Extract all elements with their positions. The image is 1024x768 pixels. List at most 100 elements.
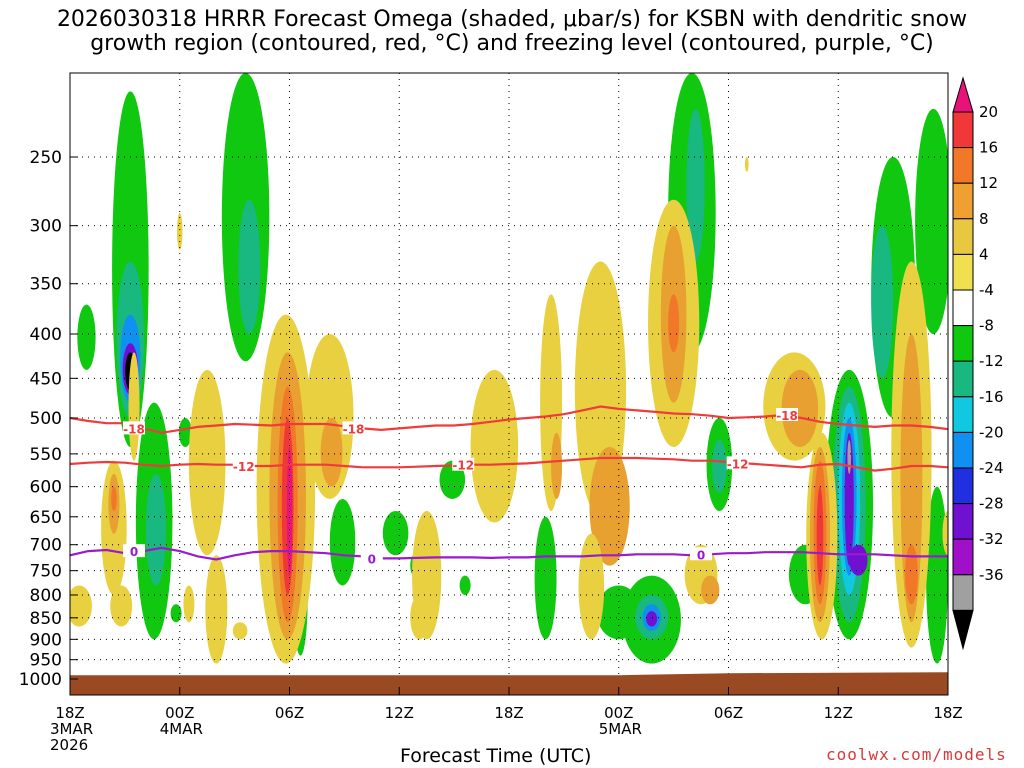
colorbar-label: -8 xyxy=(979,317,994,335)
descent-region xyxy=(578,533,605,640)
colorbar-label: -4 xyxy=(979,281,994,299)
y-tick-label: 700 xyxy=(30,536,62,556)
y-axis: 2503003504004505005506006507007508008509… xyxy=(19,148,78,690)
x-tick-label: 18Z xyxy=(55,704,84,722)
y-tick-label: 300 xyxy=(30,217,62,237)
ascent-region xyxy=(459,575,471,595)
ascent-region xyxy=(712,439,727,493)
y-tick-label: 250 xyxy=(30,148,62,168)
ascent-region xyxy=(847,439,852,474)
y-tick-label: 500 xyxy=(30,409,62,429)
y-tick-label: 550 xyxy=(30,445,62,465)
colorbar-label: 4 xyxy=(979,245,989,263)
colorbar-segment xyxy=(952,431,974,469)
descent-region xyxy=(205,555,228,664)
x-tick-label: 00Z xyxy=(165,704,194,722)
contour-line-0 xyxy=(70,546,948,561)
ascent-region xyxy=(915,108,948,334)
x-tick-label: 3MAR xyxy=(50,720,93,738)
colorbar-label: -12 xyxy=(979,352,1004,370)
contour-line-minus12 xyxy=(70,456,948,472)
contour-label-bg xyxy=(342,421,365,435)
credit-link[interactable]: coolwx.com/models xyxy=(826,745,1007,764)
colorbar-label: 8 xyxy=(979,210,989,228)
descent-region xyxy=(470,369,519,523)
contour-label: -12 xyxy=(727,457,749,471)
colorbar-segment xyxy=(952,253,974,291)
colorbar-segment xyxy=(952,360,974,398)
colorbar-segment xyxy=(952,574,974,611)
y-tick-label: 650 xyxy=(30,508,62,528)
descent-region xyxy=(744,157,749,172)
colorbar-segment xyxy=(952,111,974,149)
colorbar-label: 20 xyxy=(979,103,998,121)
y-tick-label: 600 xyxy=(30,478,62,498)
ascent-region xyxy=(926,486,948,664)
y-tick-label: 750 xyxy=(30,562,62,582)
colorbar-segment xyxy=(952,467,974,505)
contour-label: -18 xyxy=(123,422,145,436)
colorbar-arrow-bottom xyxy=(952,609,974,651)
ascent-region xyxy=(849,544,868,576)
contour-label: -12 xyxy=(452,459,474,473)
descent-region xyxy=(551,432,563,500)
contour-label-bg xyxy=(776,407,799,421)
y-tick-label: 950 xyxy=(30,651,62,671)
x-tick-label: 06Z xyxy=(714,704,743,722)
x-tick-label: 18Z xyxy=(494,704,523,722)
x-axis-title: Forecast Time (UTC) xyxy=(400,745,592,767)
ascent-region xyxy=(382,510,409,556)
x-tick-label: 5MAR xyxy=(599,720,642,738)
descent-region xyxy=(111,486,117,511)
ascent-region xyxy=(646,611,658,627)
x-tick-label: 2026 xyxy=(50,736,88,754)
contour-lines: -18 -18 -18 -12 -12 -12 0 0 0 xyxy=(70,405,948,566)
contour-label-bg xyxy=(360,551,383,565)
ascent-region xyxy=(238,199,261,334)
y-tick-label: 850 xyxy=(30,609,62,629)
ascent-region xyxy=(329,499,356,586)
ascent-region xyxy=(686,108,705,262)
y-tick-label: 450 xyxy=(30,369,62,389)
colorbar-segment xyxy=(952,289,974,327)
x-tick-label: 12Z xyxy=(824,704,853,722)
x-tick-label: 06Z xyxy=(275,704,304,722)
y-tick-label: 350 xyxy=(30,275,62,295)
colorbar-segment xyxy=(952,147,974,184)
descent-region xyxy=(232,622,248,640)
colorbar-segment xyxy=(952,325,974,362)
ascent-region xyxy=(178,418,192,447)
y-tick-label: 1000 xyxy=(19,670,62,690)
descent-region xyxy=(816,486,824,586)
omega-shading xyxy=(70,73,948,664)
x-tick-label: 00Z xyxy=(604,704,633,722)
colorbar-segment xyxy=(952,218,974,255)
chart-title-line1: 2026030318 HRRR Forecast Omega (shaded, … xyxy=(56,7,968,32)
ascent-region xyxy=(871,225,894,379)
colorbar-label: -36 xyxy=(979,566,1004,584)
x-tick-label: 12Z xyxy=(385,704,414,722)
colorbar-segment xyxy=(952,503,974,540)
ascent-region xyxy=(534,516,557,640)
colorbar-segment xyxy=(952,182,974,220)
descent-region xyxy=(410,594,429,640)
colorbar-segment xyxy=(952,396,974,433)
contour-label-bg xyxy=(123,421,146,435)
contour-label: 0 xyxy=(368,552,376,566)
chart-title-line2: growth region (contoured, red, °C) and f… xyxy=(90,31,934,56)
colorbar-label: -28 xyxy=(979,495,1004,513)
colorbar-label: -32 xyxy=(979,530,1004,548)
colorbar-label: -16 xyxy=(979,388,1004,406)
contour-label: -18 xyxy=(343,422,365,436)
colorbar: 20 16 12 8 4 -4 -8 -12 -16 -20 -24 -28 -32 -36 xyxy=(952,76,1004,651)
contour-label: 0 xyxy=(697,548,705,562)
descent-region xyxy=(183,585,195,623)
colorbar-label: -24 xyxy=(979,459,1004,477)
descent-region xyxy=(177,212,183,250)
y-tick-label: 900 xyxy=(30,630,62,650)
ascent-region xyxy=(145,473,167,586)
colorbar-label: 12 xyxy=(979,174,998,192)
descent-region xyxy=(320,418,343,487)
descent-region xyxy=(900,333,923,623)
